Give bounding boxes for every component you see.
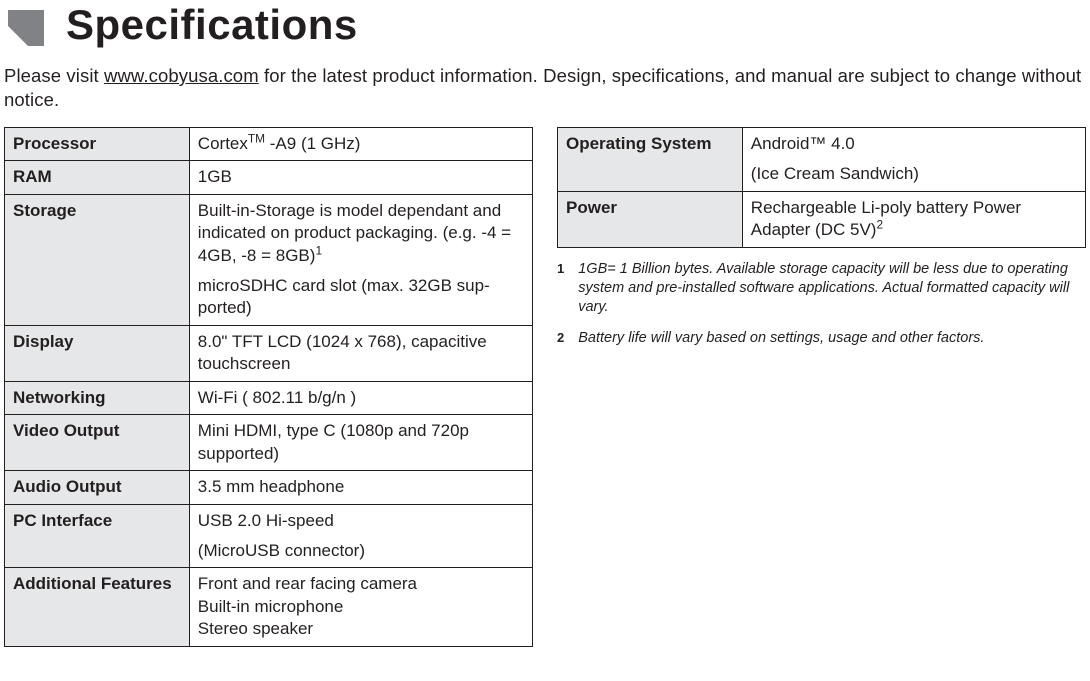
- table-row: Video OutputMini HDMI, type C (1080p and…: [5, 415, 533, 471]
- spec-value: 1GB: [189, 161, 532, 194]
- spec-label: Operating System: [558, 127, 743, 191]
- spec-label: Networking: [5, 381, 190, 414]
- table-row: NetworkingWi-Fi ( 802.11 b/g/n ): [5, 381, 533, 414]
- table-row: PowerRechargeable Li-poly battery Power …: [558, 191, 1086, 247]
- spec-columns: ProcessorCortexTM -A9 (1 GHz)RAM1GBStora…: [4, 127, 1086, 647]
- spec-table-left: ProcessorCortexTM -A9 (1 GHz)RAM1GBStora…: [4, 127, 533, 647]
- footnote-number: 1: [557, 260, 564, 317]
- right-column: Operating SystemAndroid™ 4.0(Ice Cream S…: [557, 127, 1086, 360]
- spec-value: Front and rear facing cameraBuilt-in mic…: [189, 568, 532, 646]
- table-row: Audio Output3.5 mm headphone: [5, 471, 533, 504]
- spec-value: USB 2.0 Hi-speed(MicroUSB connector): [189, 504, 532, 568]
- website-link[interactable]: www.cobyusa.com: [104, 65, 259, 86]
- spec-table-right: Operating SystemAndroid™ 4.0(Ice Cream S…: [557, 127, 1086, 248]
- spec-label: Additional Features: [5, 568, 190, 646]
- spec-label: Audio Output: [5, 471, 190, 504]
- spec-value: 8.0" TFT LCD (1024 x 768), capacitive to…: [189, 325, 532, 381]
- section-header: Specifications: [4, 4, 1086, 50]
- footnote: 11GB= 1 Billion bytes. Available storage…: [557, 260, 1086, 317]
- arrow-down-right-icon: [4, 6, 48, 50]
- spec-value: Android™ 4.0(Ice Cream Sandwich): [742, 127, 1085, 191]
- table-row: Display8.0" TFT LCD (1024 x 768), capaci…: [5, 325, 533, 381]
- table-row: PC InterfaceUSB 2.0 Hi-speed(MicroUSB co…: [5, 504, 533, 568]
- spec-value: Built-in-Storage is model dependant and …: [189, 194, 532, 325]
- table-row: ProcessorCortexTM -A9 (1 GHz): [5, 127, 533, 160]
- footnote: 2 Battery life will vary based on setting…: [557, 329, 1086, 348]
- spec-label: Power: [558, 191, 743, 247]
- spec-label: Processor: [5, 127, 190, 160]
- table-row: StorageBuilt-in-Storage is model dependa…: [5, 194, 533, 325]
- table-row: RAM1GB: [5, 161, 533, 194]
- footnotes: 11GB= 1 Billion bytes. Available storage…: [557, 260, 1086, 349]
- spec-value: Mini HDMI, type C (1080p and 720p suppor…: [189, 415, 532, 471]
- spec-label: Display: [5, 325, 190, 381]
- table-row: Additional FeaturesFront and rear facing…: [5, 568, 533, 646]
- spec-label: PC Interface: [5, 504, 190, 568]
- footnote-text: Battery life will vary based on settings…: [578, 329, 984, 348]
- spec-label: Video Output: [5, 415, 190, 471]
- intro-before: Please visit: [4, 65, 104, 86]
- left-column: ProcessorCortexTM -A9 (1 GHz)RAM1GBStora…: [4, 127, 533, 647]
- page-title: Specifications: [66, 4, 358, 46]
- spec-label: Storage: [5, 194, 190, 325]
- footnote-number: 2: [557, 329, 564, 348]
- footnote-text: 1GB= 1 Billion bytes. Available storage …: [578, 260, 1086, 317]
- spec-value: CortexTM -A9 (1 GHz): [189, 127, 532, 160]
- spec-value: Rechargeable Li-poly battery Power Adapt…: [742, 191, 1085, 247]
- spec-value: 3.5 mm headphone: [189, 471, 532, 504]
- spec-label: RAM: [5, 161, 190, 194]
- intro-text: Please visit www.cobyusa.com for the lat…: [4, 64, 1086, 113]
- table-row: Operating SystemAndroid™ 4.0(Ice Cream S…: [558, 127, 1086, 191]
- spec-value: Wi-Fi ( 802.11 b/g/n ): [189, 381, 532, 414]
